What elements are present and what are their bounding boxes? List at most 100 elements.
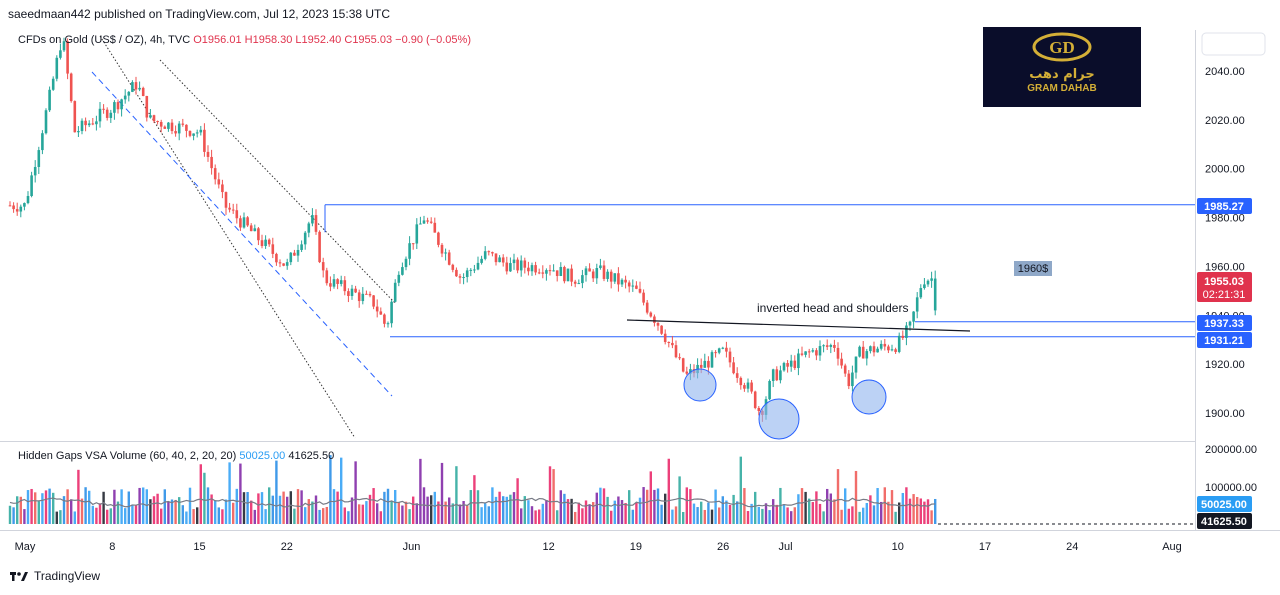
resistance-tag-box — [1197, 198, 1252, 214]
volume-bar — [55, 511, 58, 524]
neckline-upper-tag-box — [1197, 315, 1252, 331]
volume-bar — [23, 509, 26, 524]
candle-body — [555, 270, 559, 276]
candle-body — [77, 131, 80, 133]
candle-body — [771, 369, 775, 381]
volume-bar — [908, 498, 912, 524]
volume-bar — [865, 503, 868, 524]
volume-bar — [412, 496, 415, 524]
candle-body — [905, 325, 908, 338]
volume-bar — [167, 501, 170, 524]
candle-body — [775, 369, 779, 381]
volume-bar — [160, 508, 163, 524]
volume-indicator-name[interactable]: Hidden Gaps VSA Volume (60, 40, 2, 20, 2… — [18, 450, 237, 462]
candle-body — [401, 267, 404, 275]
candle-body — [62, 41, 66, 51]
volume-bar — [70, 499, 73, 524]
right-shoulder-circle[interactable] — [851, 379, 887, 415]
candle-body — [930, 278, 933, 281]
volume-bar — [62, 496, 66, 524]
candles[interactable] — [8, 37, 937, 422]
volume-bar — [102, 491, 105, 524]
ohlc-change: −0.90 (−0.05%) — [395, 34, 471, 46]
volume-bar — [293, 508, 296, 524]
volume-bar — [145, 489, 148, 524]
head-circle[interactable] — [758, 398, 800, 440]
neckline-trendline[interactable] — [626, 319, 971, 332]
footer-brand[interactable]: TradingView — [10, 569, 100, 583]
volume-bar — [120, 489, 123, 524]
last-price-tag: 1955.03 — [1204, 276, 1244, 288]
candle-body — [573, 281, 577, 284]
volume-bar — [595, 492, 598, 524]
candle-body — [48, 89, 51, 111]
volume-bar — [217, 507, 220, 524]
pattern-label[interactable]: inverted head and shoulders — [757, 301, 908, 315]
volume-bar — [242, 492, 246, 524]
candle-body — [408, 243, 411, 259]
candle-body — [253, 228, 257, 232]
volume-bar — [746, 511, 750, 524]
volume-bar — [538, 509, 541, 524]
candle-body — [739, 377, 743, 386]
volume-bar — [156, 493, 159, 524]
candle-body — [30, 175, 33, 197]
candle-body — [757, 407, 761, 412]
volume-bar — [224, 499, 228, 524]
volume-bar — [469, 490, 472, 524]
candle-body — [87, 123, 91, 126]
price-note-box[interactable] — [1014, 261, 1052, 276]
candle-body — [447, 252, 451, 265]
candle-body — [653, 316, 656, 323]
volume-bar — [606, 496, 609, 524]
candle-body — [217, 179, 221, 185]
volume-bar — [545, 499, 548, 524]
candle-body — [566, 268, 570, 282]
channel-line-upper[interactable] — [159, 59, 396, 304]
volume-bar — [628, 490, 631, 524]
tradingview-logo-icon — [10, 572, 28, 581]
candle-body — [505, 262, 509, 272]
time-axis-tick: 10 — [892, 541, 904, 553]
candle-body — [192, 133, 195, 136]
volume-bar — [365, 501, 368, 524]
volume-bar — [541, 503, 544, 524]
volume-bar — [95, 507, 98, 524]
price-axis-tick: 2020.00 — [1205, 115, 1245, 127]
candle-body — [350, 288, 354, 297]
candle-body — [779, 370, 782, 381]
volume-bar — [203, 472, 206, 524]
candle-body — [462, 277, 465, 279]
channel-line-lower[interactable] — [99, 35, 356, 439]
candle-body — [642, 292, 645, 303]
candle-body — [433, 222, 437, 233]
candle-body — [404, 258, 408, 268]
volume-average-line — [9, 497, 936, 508]
candle-body — [451, 264, 455, 270]
candle-body — [707, 360, 710, 368]
candle-body — [33, 166, 37, 176]
time-axis-tick: 8 — [109, 541, 115, 553]
volume-bar — [408, 509, 411, 524]
left-shoulder-circle[interactable] — [683, 368, 717, 402]
symbol-name[interactable]: CFDs on Gold (US$ / OZ), 4h, TVC — [18, 34, 191, 46]
candle-body — [897, 335, 901, 352]
volume-bar — [656, 488, 660, 524]
volume-bar — [80, 498, 84, 524]
volume-bar — [678, 476, 681, 524]
volume-bar — [617, 496, 620, 524]
candle-body — [282, 263, 285, 266]
channel-midline[interactable] — [91, 71, 393, 397]
settings-box[interactable] — [1201, 32, 1266, 56]
volume-bar — [278, 495, 282, 524]
volume-bar — [426, 496, 429, 524]
candle-body — [23, 203, 26, 207]
volume-bars[interactable] — [8, 455, 937, 524]
volume-bar — [714, 489, 717, 524]
time-axis-tick: 26 — [717, 541, 729, 553]
candle-body — [804, 351, 807, 355]
price-note: 1960$ — [1018, 263, 1049, 275]
volume-bar — [466, 505, 469, 524]
candle-body — [894, 349, 897, 352]
